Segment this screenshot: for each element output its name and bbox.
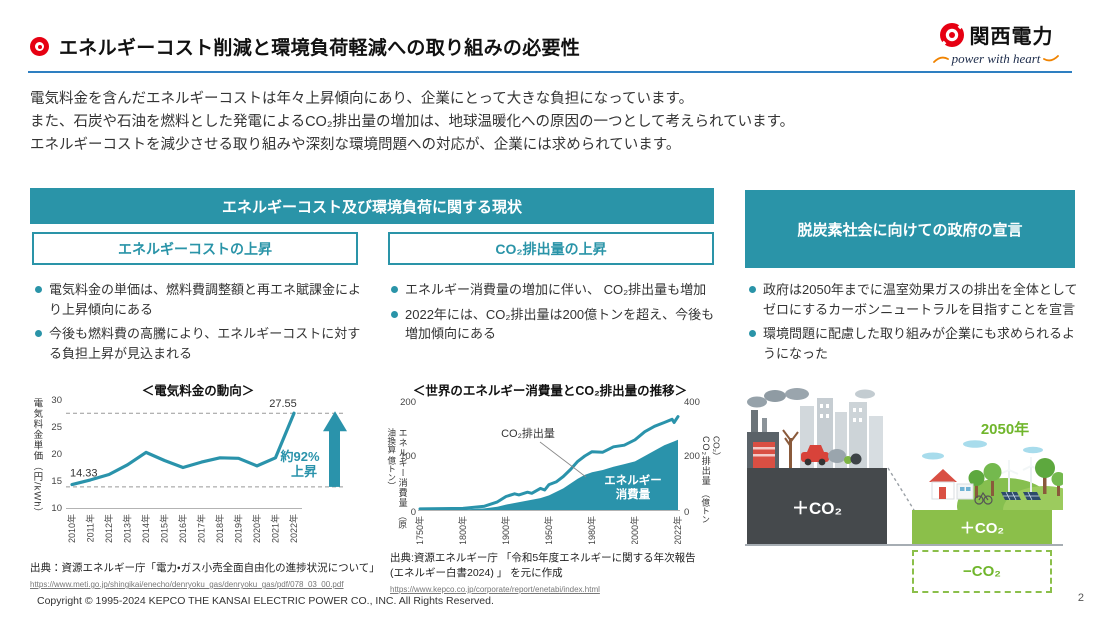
svg-text:2015年: 2015年 bbox=[159, 514, 170, 543]
bullet-item: 環境問題に配慮した取り組みが企業にも求められるようになった bbox=[748, 324, 1080, 363]
svg-text:30: 30 bbox=[51, 395, 62, 406]
government-bullet-list: 政府は2050年までに温室効果ガスの排出を全体としてゼロにするカーボンニュートラ… bbox=[748, 280, 1080, 368]
svg-text:100: 100 bbox=[400, 451, 416, 462]
green-illustration bbox=[922, 440, 1063, 510]
svg-text:2012年: 2012年 bbox=[103, 514, 114, 543]
svg-text:2022年: 2022年 bbox=[672, 516, 683, 544]
plus-co2-dark-box: ＋CO₂ bbox=[747, 468, 887, 545]
title-divider bbox=[28, 71, 1072, 73]
svg-text:1800年: 1800年 bbox=[457, 516, 468, 544]
svg-text:200: 200 bbox=[400, 397, 416, 408]
svg-text:0: 0 bbox=[411, 507, 416, 518]
plus-co2-green-box: ＋CO₂ bbox=[912, 510, 1052, 544]
svg-text:2013年: 2013年 bbox=[122, 514, 133, 543]
svg-text:1950年: 1950年 bbox=[543, 516, 554, 544]
svg-text:約92%: 約92% bbox=[279, 449, 319, 464]
svg-text:2017年: 2017年 bbox=[196, 514, 207, 543]
tagline-swoosh-left-icon bbox=[932, 56, 949, 63]
government-declaration-header: 脱炭素社会に向けての政府の宣言 bbox=[745, 190, 1075, 268]
svg-text:20: 20 bbox=[51, 449, 62, 460]
bullet-item: 今後も燃料費の高騰により、エネルギーコストに対する負担上昇が見込まれる bbox=[34, 324, 366, 363]
svg-text:14.33: 14.33 bbox=[70, 468, 98, 480]
logo-tagline: power with heart bbox=[918, 51, 1074, 67]
dashed-connector bbox=[887, 467, 915, 511]
svg-text:15: 15 bbox=[51, 476, 62, 487]
energy-cost-bullet-list: 電気料金の単価は、燃料費調整額と再エネ賦課金により上昇傾向にある 今後も燃料費の… bbox=[34, 280, 366, 368]
svg-text:0: 0 bbox=[684, 507, 689, 518]
ground-line bbox=[745, 544, 1063, 546]
svg-text:27.55: 27.55 bbox=[269, 398, 297, 410]
tagline-swoosh-right-icon bbox=[1043, 55, 1060, 62]
page-title: エネルギーコスト削減と環境負荷軽減への取り組みの必要性 bbox=[59, 38, 581, 59]
bullet-item: 政府は2050年までに温室効果ガスの排出を全体としてゼロにするカーボンニュートラ… bbox=[748, 280, 1080, 319]
co2-chart-title: ＜世界のエネルギー消費量とCO₂排出量の推移＞ bbox=[412, 384, 688, 398]
price-chart-source-link[interactable]: https://www.meti.go.jp/shingikai/enecho/… bbox=[30, 580, 344, 589]
current-status-panel-header: エネルギーコスト及び環境負荷に関する現状 bbox=[30, 188, 714, 224]
city-illustration bbox=[747, 388, 883, 468]
svg-text:1750年: 1750年 bbox=[414, 516, 425, 544]
red-dot-icon bbox=[30, 37, 49, 56]
svg-text:2019年: 2019年 bbox=[233, 514, 244, 543]
svg-text:1900年: 1900年 bbox=[500, 516, 511, 544]
svg-text:200: 200 bbox=[684, 451, 700, 462]
co2-chart-source: 出典:資源エネルギー庁 「令和5年度エネルギーに関する年次報告 (エネルギー白書… bbox=[390, 551, 720, 597]
svg-text:2010年: 2010年 bbox=[66, 514, 77, 543]
svg-text:2020年: 2020年 bbox=[251, 514, 262, 543]
price-line-chart: 30 25 20 15 10 14.33 27.55 約92%上昇 2010年 2011年 2012… bbox=[51, 395, 347, 543]
co2-bullet-list: エネルギー消費量の増加に伴い、 CO₂排出量も増加 2022年には、CO₂排出量… bbox=[390, 280, 722, 349]
kepco-logo: 関西電力 power with heart bbox=[918, 20, 1074, 67]
svg-text:2016年: 2016年 bbox=[177, 514, 188, 543]
svg-text:消費量: 消費量 bbox=[616, 487, 651, 501]
intro-line: エネルギーコストを減少させる取り組みや深刻な環境問題への対応が、企業には求められ… bbox=[30, 137, 681, 153]
svg-text:10: 10 bbox=[51, 503, 62, 514]
svg-text:25: 25 bbox=[51, 422, 62, 433]
svg-text:エネルギー: エネルギー bbox=[604, 473, 662, 487]
bullet-item: エネルギー消費量の増加に伴い、 CO₂排出量も増加 bbox=[390, 280, 722, 300]
svg-text:2000年: 2000年 bbox=[629, 516, 640, 544]
co2-chart-source-link[interactable]: https://www.kepco.co.jp/corporate/report… bbox=[390, 585, 600, 594]
page-number: 2 bbox=[1077, 592, 1084, 604]
minus-co2-dashed-box: −CO₂ bbox=[912, 550, 1052, 593]
intro-paragraph: 電気料金を含んだエネルギーコストは年々上昇傾向にあり、企業にとって大きな負担にな… bbox=[30, 88, 794, 157]
co2-chart-right-axis-label: CO₂排出量 （億トンCO₂） bbox=[700, 436, 722, 524]
kepco-mark-icon bbox=[939, 22, 965, 48]
page-title-row: エネルギーコスト削減と環境負荷軽減への取り組みの必要性 bbox=[30, 33, 580, 60]
svg-text:2022年: 2022年 bbox=[288, 514, 299, 543]
intro-line: また、石炭や石油を燃料とした発電によるCO₂排出量の増加は、地球温暖化への原因の… bbox=[30, 114, 795, 130]
bullet-item: 2022年には、CO₂排出量は200億トンを超え、今後も増加傾向にある bbox=[390, 305, 722, 344]
footer-copyright: Copyright © 1995-2024 KEPCO THE KANSAI E… bbox=[37, 595, 494, 607]
svg-text:400: 400 bbox=[684, 397, 700, 408]
svg-text:2014年: 2014年 bbox=[140, 514, 151, 543]
svg-text:2011年: 2011年 bbox=[85, 514, 96, 542]
svg-text:1980年: 1980年 bbox=[586, 516, 597, 544]
price-chart-source: 出典：資源エネルギー庁「電力・ガス小売全面自由化の進捗状況について」 https… bbox=[30, 561, 380, 592]
bullet-item: 電気料金の単価は、燃料費調整額と再エネ賦課金により上昇傾向にある bbox=[34, 280, 366, 319]
price-chart-title: ＜電気料金の動向＞ bbox=[141, 384, 255, 398]
subheader-co2-emissions: CO₂排出量の上昇 bbox=[388, 232, 714, 265]
co2-chart-left-axis-label: エネルギー消費量 （原油換算 億トン） bbox=[386, 428, 408, 529]
svg-text:CO₂排出量: CO₂排出量 bbox=[501, 426, 555, 440]
price-chart-y-axis-label: 電気料金単価（円/kWh） bbox=[31, 398, 43, 519]
svg-text:上昇: 上昇 bbox=[291, 464, 317, 479]
svg-text:2021年: 2021年 bbox=[270, 514, 281, 543]
svg-text:2018年: 2018年 bbox=[214, 514, 225, 543]
intro-line: 電気料金を含んだエネルギーコストは年々上昇傾向にあり、企業にとって大きな負担にな… bbox=[30, 91, 694, 107]
logo-company-name: 関西電力 bbox=[969, 26, 1054, 48]
subheader-energy-cost: エネルギーコストの上昇 bbox=[32, 232, 358, 265]
carbon-neutral-illustration: ＋CO₂ 2050年 ＋CO₂ −CO₂ bbox=[745, 388, 1075, 600]
year-2050-label: 2050年 bbox=[980, 421, 1030, 438]
